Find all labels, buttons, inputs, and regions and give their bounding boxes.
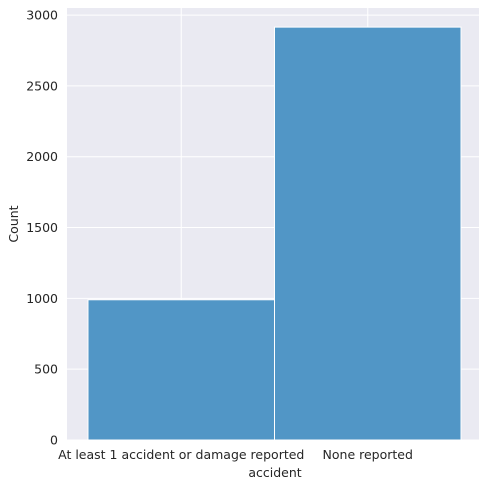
y-axis-label: Count (6, 205, 21, 242)
y-tick-label: 2000 (26, 149, 58, 164)
bar (87, 299, 275, 441)
y-tick-label: 0 (50, 433, 58, 448)
y-tick-label: 1500 (26, 220, 58, 235)
y-tick-label: 3000 (26, 8, 58, 23)
x-tick-label: At least 1 accident or damage reported (58, 447, 304, 462)
x-axis-label: accident (248, 465, 301, 480)
bars (87, 26, 462, 441)
y-tick-label: 2500 (26, 78, 58, 93)
x-tick-label: None reported (323, 447, 413, 462)
y-tick-label: 500 (34, 362, 58, 377)
y-tick-label: 1000 (26, 291, 58, 306)
x-tick-labels: At least 1 accident or damage reported No… (58, 447, 413, 462)
bar (274, 26, 462, 441)
y-tick-labels: 0 500 1000 1500 2000 2500 3000 (26, 8, 58, 448)
